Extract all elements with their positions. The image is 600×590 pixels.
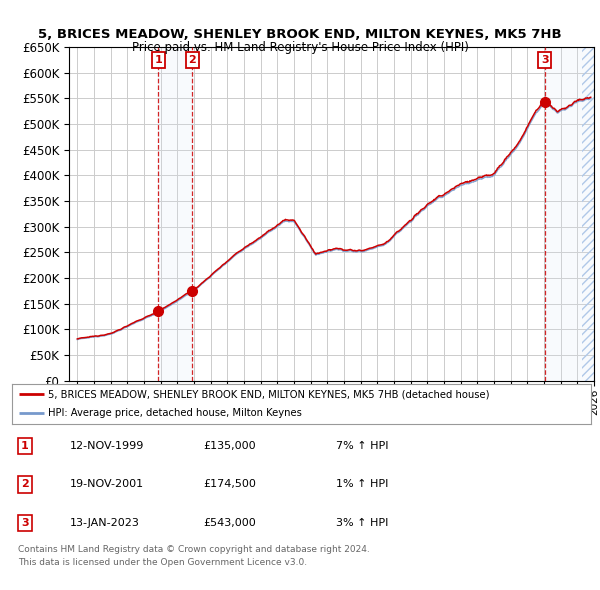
Bar (158, 47, 192, 381)
Text: £174,500: £174,500 (203, 480, 256, 489)
Text: 3% ↑ HPI: 3% ↑ HPI (336, 518, 389, 528)
Bar (583, 47, 594, 381)
Text: 5, BRICES MEADOW, SHENLEY BROOK END, MILTON KEYNES, MK5 7HB (detached house): 5, BRICES MEADOW, SHENLEY BROOK END, MIL… (48, 389, 490, 399)
Text: 1: 1 (155, 55, 163, 65)
Text: 1: 1 (21, 441, 29, 451)
Text: 3: 3 (541, 55, 548, 65)
Text: Price paid vs. HM Land Registry's House Price Index (HPI): Price paid vs. HM Land Registry's House … (131, 41, 469, 54)
Text: 7% ↑ HPI: 7% ↑ HPI (336, 441, 389, 451)
Bar (545, 47, 594, 381)
Bar (583, 47, 594, 381)
Text: 2: 2 (21, 480, 29, 489)
Text: 13-JAN-2023: 13-JAN-2023 (70, 518, 140, 528)
Text: £135,000: £135,000 (203, 441, 256, 451)
Text: HPI: Average price, detached house, Milton Keynes: HPI: Average price, detached house, Milt… (48, 408, 302, 418)
Text: 19-NOV-2001: 19-NOV-2001 (70, 480, 144, 489)
Text: Contains HM Land Registry data © Crown copyright and database right 2024.: Contains HM Land Registry data © Crown c… (18, 545, 370, 554)
Text: 3: 3 (21, 518, 29, 528)
Text: This data is licensed under the Open Government Licence v3.0.: This data is licensed under the Open Gov… (18, 558, 307, 567)
Text: 1% ↑ HPI: 1% ↑ HPI (336, 480, 389, 489)
Text: 12-NOV-1999: 12-NOV-1999 (70, 441, 144, 451)
Text: £543,000: £543,000 (203, 518, 256, 528)
Text: 5, BRICES MEADOW, SHENLEY BROOK END, MILTON KEYNES, MK5 7HB: 5, BRICES MEADOW, SHENLEY BROOK END, MIL… (38, 28, 562, 41)
Text: 2: 2 (188, 55, 196, 65)
